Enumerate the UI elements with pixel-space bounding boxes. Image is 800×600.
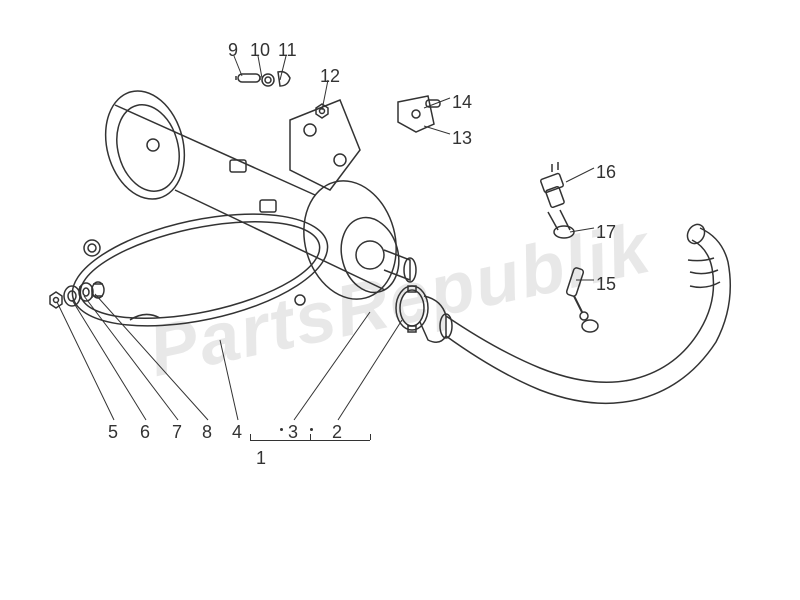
callout-16: 16 <box>596 162 616 183</box>
group-bracket <box>250 440 370 441</box>
callout-8: 8 <box>202 422 212 443</box>
callout-15: 15 <box>596 274 616 295</box>
callout-6: 6 <box>140 422 150 443</box>
callout-17: 17 <box>596 222 616 243</box>
callout-7: 7 <box>172 422 182 443</box>
callout-14: 14 <box>452 92 472 113</box>
callout-9: 9 <box>228 40 238 61</box>
callout-13: 13 <box>452 128 472 149</box>
callout-11: 11 <box>278 40 297 61</box>
callout-5: 5 <box>108 422 118 443</box>
callout-1: 1 <box>256 448 266 469</box>
callout-4: 4 <box>232 422 242 443</box>
callout-12: 12 <box>320 66 340 87</box>
callout-10: 10 <box>250 40 270 61</box>
diagram-canvas: PartsRepublik <box>0 0 800 600</box>
parts-drawing <box>0 0 800 600</box>
